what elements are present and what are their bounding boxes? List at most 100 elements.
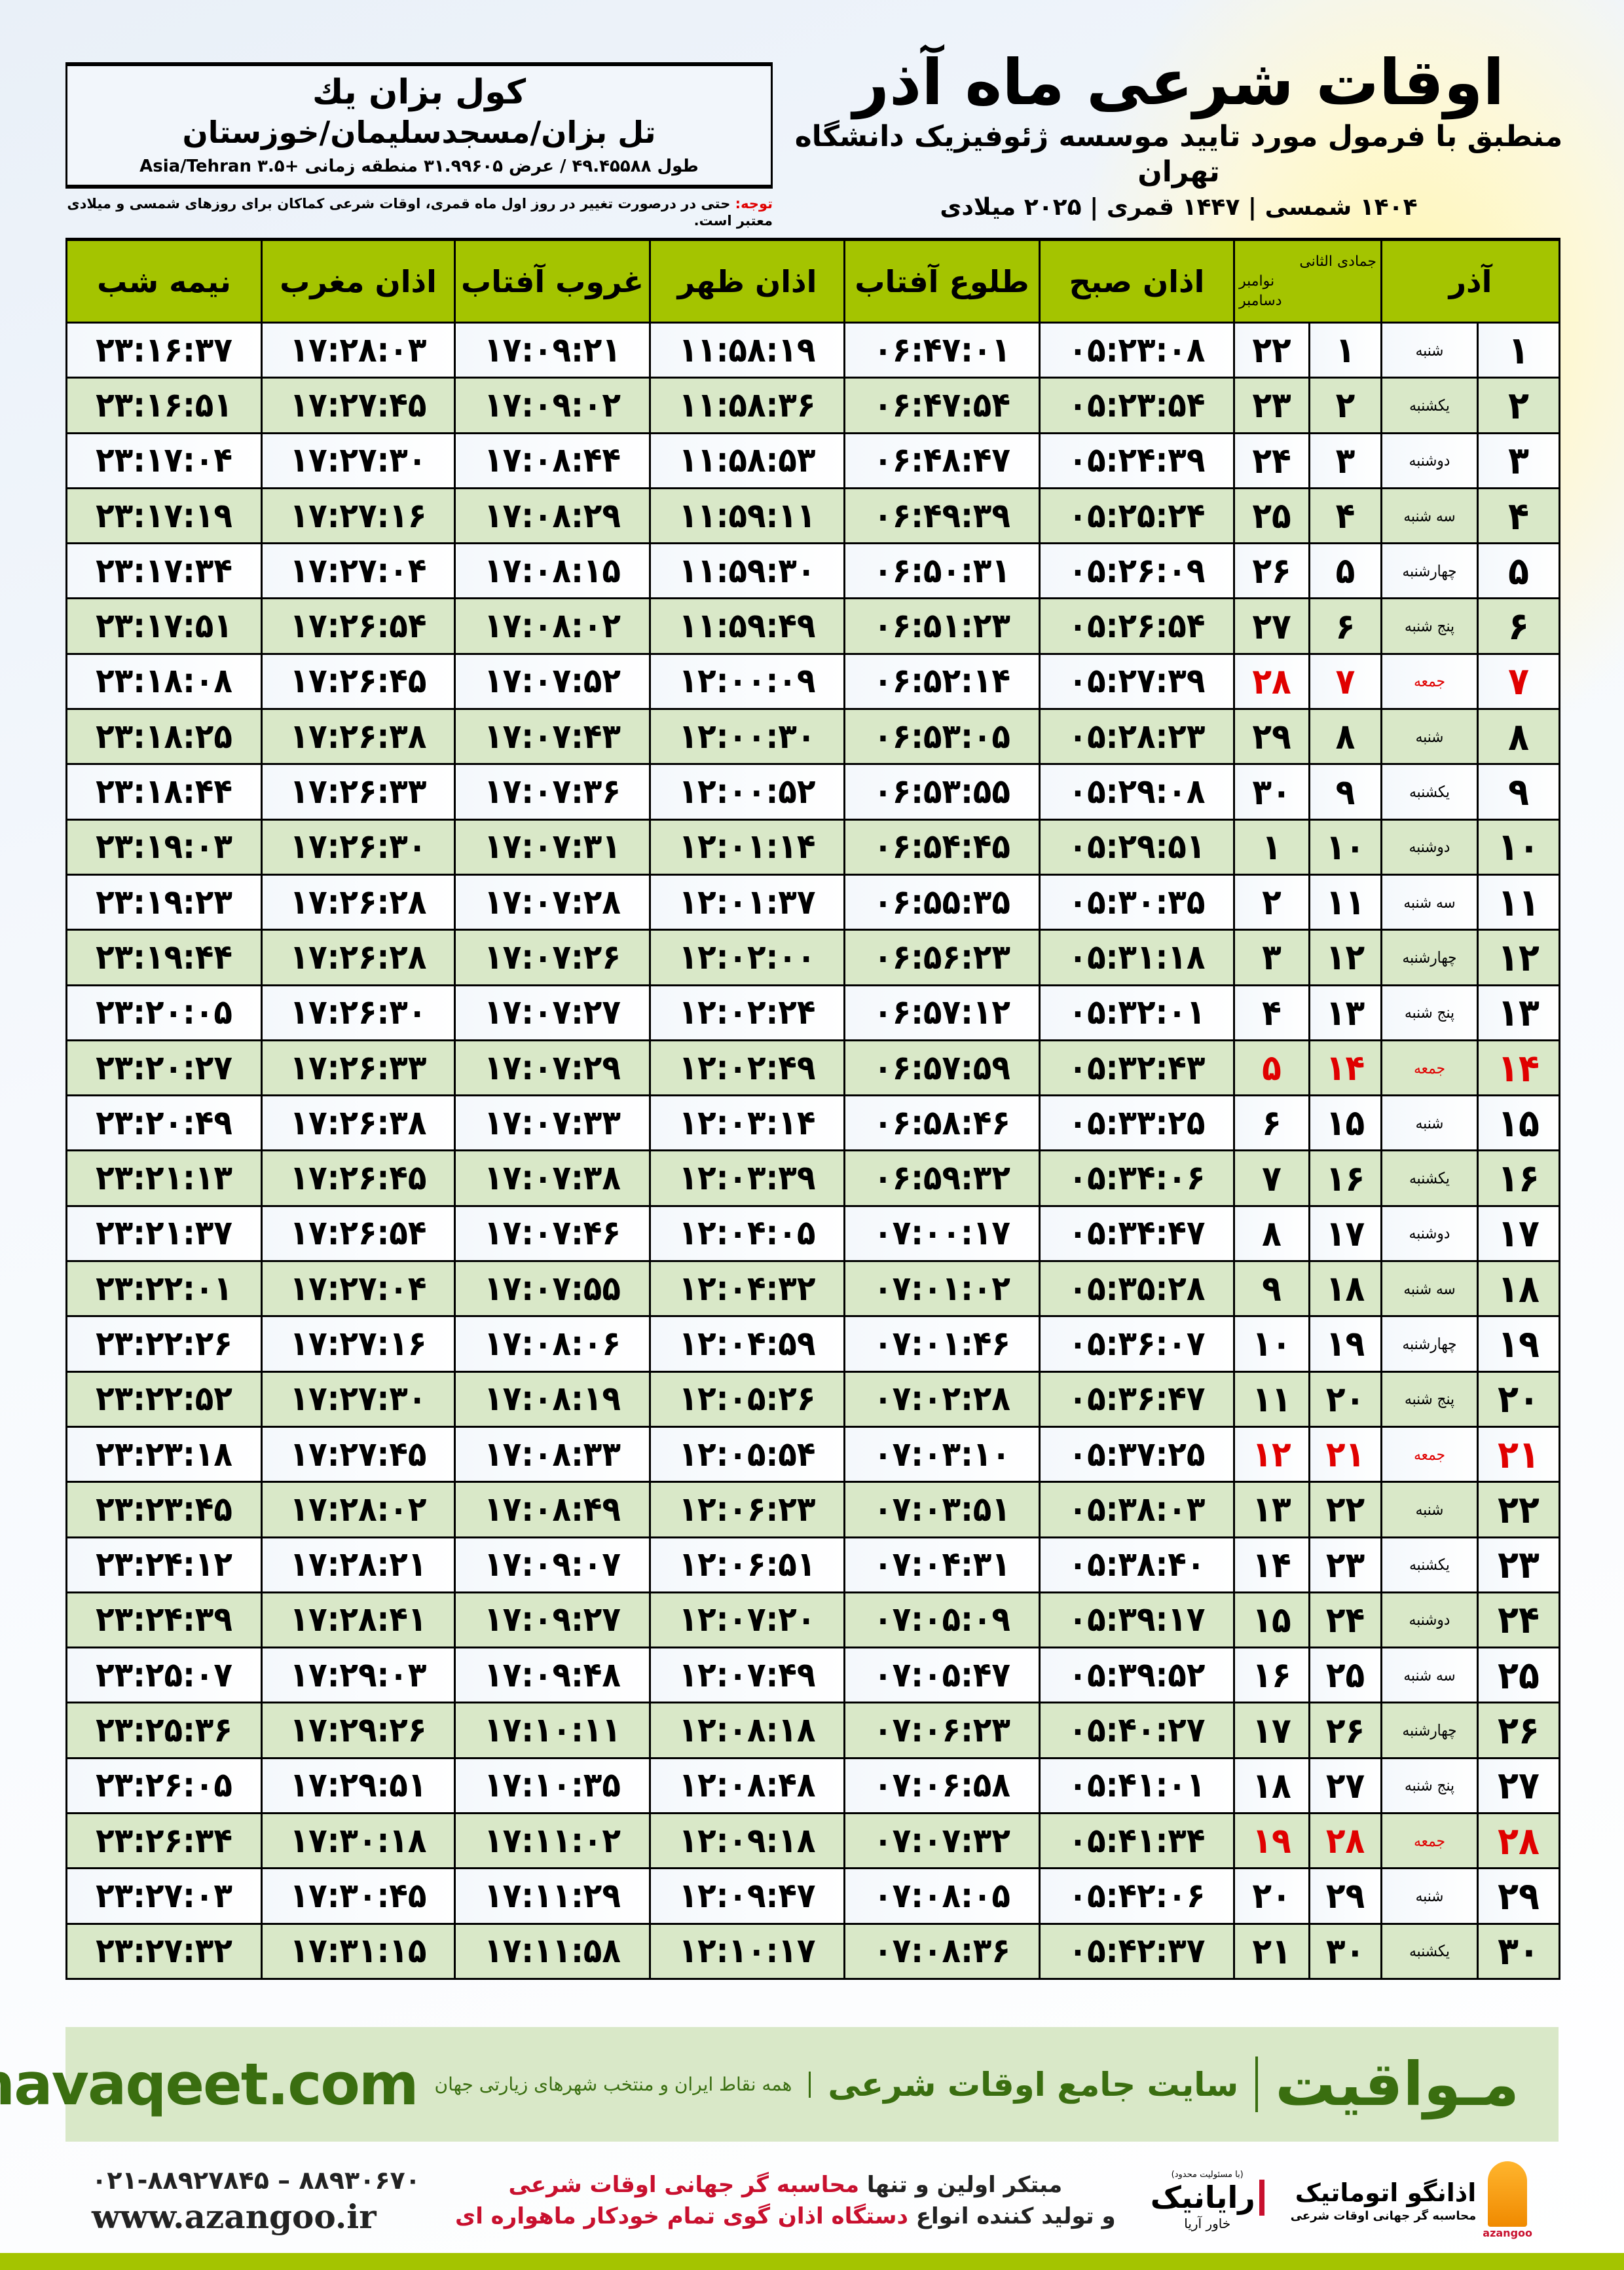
time-maghreb: ۱۷:۲۶:۲۸ [261, 873, 456, 931]
time-zohr: ۱۲:۰۴:۰۵ [649, 1204, 845, 1263]
time-tolu: ۰۷:۰۳:۱۰ [843, 1425, 1041, 1483]
time-nimeshab: ۲۳:۱۸:۰۸ [65, 652, 263, 711]
mavaqeet-url[interactable]: mavaqeet.com [0, 2051, 419, 2118]
miladi-day: ۲۸ [1233, 652, 1310, 711]
time-nimeshab: ۲۳:۲۵:۳۶ [65, 1702, 263, 1759]
table-row: ۱۲ چهارشنبه ۱۲ ۳ ۰۵:۳۱:۱۸ ۰۶:۵۶:۲۳ ۱۲:۰۲:۰۰ ۱۷:… [65, 929, 1561, 986]
time-ghorub: ۱۷:۰۷:۳۶ [454, 763, 651, 821]
time-zohr: ۱۲:۰۰:۳۰ [649, 708, 845, 766]
time-maghreb: ۱۷:۲۹:۵۱ [261, 1757, 456, 1815]
time-zohr: ۱۲:۰۱:۳۷ [649, 873, 845, 931]
weekday: پنج شنبه [1380, 597, 1479, 655]
slogan: مبتکر اولین و تنها محاسبه گر جهانی اوقات… [447, 2169, 1124, 2232]
header-tolu: طلوع آفتاب [843, 238, 1041, 324]
miladi-day: ۲۰ [1233, 1867, 1310, 1925]
time-tolu: ۰۷:۰۵:۴۷ [843, 1647, 1041, 1704]
time-zohr: ۱۲:۰۳:۱۴ [649, 1094, 845, 1152]
azangoo-mark: azangoo [1483, 2161, 1532, 2240]
table-row: ۱۷ دوشنبه ۱۷ ۸ ۰۵:۳۴:۴۷ ۰۷:۰۰:۱۷ ۱۲:۰۴:۰۵ ۱۷:۰۷… [65, 1204, 1561, 1263]
raianik-sub: خاور آریا [1184, 2216, 1231, 2232]
mosque-dome-icon [1488, 2161, 1528, 2227]
weekday: چهارشنبه [1380, 929, 1479, 986]
header-qamari-miladi: جمادی الثانی نوامبر دسامبر [1233, 238, 1382, 324]
time-zohr: ۱۲:۰۷:۲۰ [649, 1591, 845, 1649]
time-nimeshab: ۲۳:۲۷:۰۳ [65, 1867, 263, 1925]
table-row: ۳ دوشنبه ۳ ۲۴ ۰۵:۲۴:۳۹ ۰۶:۴۸:۴۷ ۱۱:۵۸:۵۳ ۱۷:۰۸:… [65, 432, 1561, 489]
time-maghreb: ۱۷:۲۶:۵۴ [261, 1204, 456, 1263]
weekday: یکشنبه [1380, 1922, 1479, 1980]
time-ghorub: ۱۷:۰۸:۲۹ [454, 487, 651, 545]
time-tolu: ۰۶:۴۹:۳۹ [843, 487, 1041, 545]
azar-day: ۹ [1477, 763, 1561, 821]
time-maghreb: ۱۷:۳۰:۱۸ [261, 1812, 456, 1870]
time-maghreb: ۱۷:۲۷:۰۴ [261, 1260, 456, 1318]
time-ghorub: ۱۷:۰۸:۰۲ [454, 597, 651, 655]
time-ghorub: ۱۷:۱۱:۲۹ [454, 1867, 651, 1925]
time-zohr: ۱۲:۰۹:۴۷ [649, 1867, 845, 1925]
qamari-day: ۸ [1308, 708, 1382, 766]
time-sobh: ۰۵:۳۲:۰۱ [1039, 984, 1235, 1041]
time-sobh: ۰۵:۳۴:۴۷ [1039, 1204, 1235, 1263]
time-maghreb: ۱۷:۲۶:۲۸ [261, 929, 456, 986]
time-maghreb: ۱۷:۲۷:۱۶ [261, 487, 456, 545]
table-row: ۲۶ چهارشنبه ۲۶ ۱۷ ۰۵:۴۰:۲۷ ۰۷:۰۶:۲۳ ۱۲:۰۸:۱۸ ۱۷… [65, 1702, 1561, 1759]
weekday: شنبه [1380, 1094, 1479, 1152]
miladi-day: ۱۱ [1233, 1370, 1310, 1428]
azar-day: ۲۱ [1477, 1425, 1561, 1483]
weekday: سه شنبه [1380, 487, 1479, 545]
qamari-day: ۶ [1308, 597, 1382, 655]
table-row: ۲۵ سه شنبه ۲۵ ۱۶ ۰۵:۳۹:۵۲ ۰۷:۰۵:۴۷ ۱۲:۰۷:۴۹ ۱۷:… [65, 1647, 1561, 1704]
azangoo-website[interactable]: www.azangoo.ir [92, 2197, 377, 2236]
miladi-day: ۲ [1233, 873, 1310, 931]
qamari-day: ۱ [1308, 321, 1382, 379]
azar-day: ۱۳ [1477, 984, 1561, 1041]
azar-day: ۳۰ [1477, 1922, 1561, 1980]
azar-day: ۱۷ [1477, 1204, 1561, 1263]
time-ghorub: ۱۷:۰۸:۱۹ [454, 1370, 651, 1428]
table-row: ۲۹ شنبه ۲۹ ۲۰ ۰۵:۴۲:۰۶ ۰۷:۰۸:۰۵ ۱۲:۰۹:۴۷ ۱۷:۱۱:… [65, 1867, 1561, 1925]
mavaqeet-logo: مـواقیت [1275, 2049, 1519, 2119]
azar-day: ۲ [1477, 377, 1561, 434]
time-tolu: ۰۶:۵۳:۰۵ [843, 708, 1041, 766]
azar-day: ۲۹ [1477, 1867, 1561, 1925]
time-maghreb: ۱۷:۲۸:۴۱ [261, 1591, 456, 1649]
time-sobh: ۰۵:۳۲:۴۳ [1039, 1039, 1235, 1097]
miladi-day: ۱۴ [1233, 1536, 1310, 1593]
table-header-row: آذر جمادی الثانی نوامبر دسامبر اذان صبح … [65, 238, 1561, 324]
time-nimeshab: ۲۳:۲۴:۳۹ [65, 1591, 263, 1649]
page-subtitle: منطبق با فرمول مورد تایید موسسه ژئوفیزیک… [794, 120, 1563, 189]
time-nimeshab: ۲۳:۲۰:۲۷ [65, 1039, 263, 1097]
time-sobh: ۰۵:۳۳:۲۵ [1039, 1094, 1235, 1152]
time-sobh: ۰۵:۴۲:۰۶ [1039, 1867, 1235, 1925]
title-block: اوقات شرعی ماه آذر منطبق با فرمول مورد ت… [786, 46, 1572, 223]
slogan-line2-highlight: دستگاه اذان گوی تمام خودکار ماهواره ای [455, 2203, 908, 2229]
miladi-day: ۲۲ [1233, 321, 1310, 379]
time-zohr: ۱۲:۰۴:۵۹ [649, 1315, 845, 1373]
header-maghreb: اذان مغرب [261, 238, 456, 324]
header-ghorub: غروب آفتاب [454, 238, 651, 324]
table-row: ۱ شنبه ۱ ۲۲ ۰۵:۲۳:۰۸ ۰۶:۴۷:۰۱ ۱۱:۵۸:۱۹ ۱۷:۰۹:۲۱… [65, 321, 1561, 379]
time-nimeshab: ۲۳:۲۱:۱۳ [65, 1149, 263, 1207]
header-azar: آذر [1380, 238, 1561, 324]
time-ghorub: ۱۷:۱۰:۳۵ [454, 1757, 651, 1815]
time-ghorub: ۱۷:۰۹:۰۲ [454, 377, 651, 434]
miladi-day: ۲۵ [1233, 487, 1310, 545]
azar-day: ۱۶ [1477, 1149, 1561, 1207]
time-maghreb: ۱۷:۲۶:۳۰ [261, 984, 456, 1041]
time-ghorub: ۱۷:۰۸:۴۴ [454, 432, 651, 489]
miladi-day: ۱۶ [1233, 1647, 1310, 1704]
time-ghorub: ۱۷:۰۹:۲۷ [454, 1591, 651, 1649]
miladi-day: ۱۰ [1233, 1315, 1310, 1373]
time-nimeshab: ۲۳:۱۷:۵۱ [65, 597, 263, 655]
time-zohr: ۱۱:۵۹:۴۹ [649, 597, 845, 655]
phone-numbers: ۰۲۱-۸۸۹۲۷۸۴۵ – ۸۸۹۳۰۶۷۰ [92, 2166, 420, 2195]
time-maghreb: ۱۷:۲۸:۰۲ [261, 1481, 456, 1538]
time-tolu: ۰۷:۰۱:۴۶ [843, 1315, 1041, 1373]
qamari-day: ۵ [1308, 542, 1382, 600]
qamari-day: ۱۰ [1308, 818, 1382, 876]
time-ghorub: ۱۷:۰۷:۲۷ [454, 984, 651, 1041]
azar-day: ۱۸ [1477, 1260, 1561, 1318]
weekday: شنبه [1380, 1867, 1479, 1925]
time-ghorub: ۱۷:۱۱:۰۲ [454, 1812, 651, 1870]
azar-day: ۴ [1477, 487, 1561, 545]
